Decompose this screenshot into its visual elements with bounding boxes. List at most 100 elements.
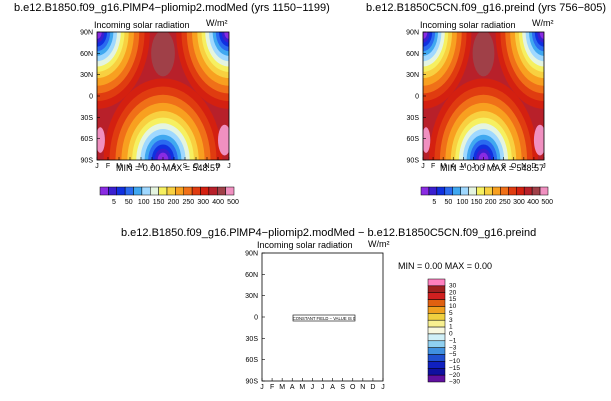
- panel2-field: [423, 32, 544, 160]
- panel2-xtick-label: F: [431, 163, 435, 170]
- panel3-colorbar-box: [427, 374, 446, 383]
- panel3-colorbar-box: [427, 319, 446, 328]
- panel2-ytick-label: 60N: [406, 51, 419, 58]
- panel3-colorbar-label: 1: [449, 324, 453, 331]
- panel3-colorbar-box: [427, 313, 446, 321]
- panel2-colorbar-box: [508, 186, 517, 196]
- panel3-xtick-label: J: [381, 384, 385, 391]
- panel3-annotation: CONSTANT FIELD − VALUE IS 0: [293, 316, 356, 321]
- panel2-xtick-label: S: [501, 163, 506, 170]
- panel1-colorbar-box: [133, 186, 143, 196]
- panel1-colorbar-box: [208, 186, 218, 196]
- panel2-colorbar-box: [539, 186, 549, 196]
- panel1-colorbar-box: [183, 186, 193, 196]
- panel1-xtick-label: O: [193, 163, 199, 170]
- panel2-ytick-label: 30N: [406, 72, 419, 79]
- panel3-colorbar-label: 3: [449, 317, 453, 324]
- panel1-ytick-label: 90S: [81, 158, 94, 165]
- panel3-colorbar-box: [427, 299, 446, 307]
- panel3-colorbar-label: 30: [449, 283, 457, 290]
- panel1-xtick-label: J: [227, 163, 231, 170]
- north-winter-start-band-12: [423, 32, 428, 39]
- panel3-colorbar-box: [427, 354, 446, 362]
- panel1-colorbar-label: 200: [168, 199, 180, 206]
- panel3-xtick-label: S: [340, 384, 345, 391]
- panel2-xtick-label: J: [542, 163, 546, 170]
- panel3-colorbar-box: [427, 368, 446, 376]
- panel3-xtick-label: A: [330, 384, 335, 391]
- panel3-xtick-label: M: [279, 384, 285, 391]
- panel3-colorbar-label: −3: [449, 344, 457, 351]
- north-summer-max: [472, 32, 495, 77]
- panel3-colorbar-box: [427, 326, 446, 335]
- panel1-colorbar-box: [166, 186, 176, 196]
- panel3-colorbar-label: −5: [449, 351, 457, 358]
- panel3-xtick-label: A: [290, 384, 295, 391]
- panel2-colorbar-label: 50: [445, 199, 453, 206]
- panel3-colorbar-box: [427, 361, 446, 369]
- panel1-colorbar-box: [175, 186, 184, 196]
- panel3-colorbar-label: 5: [449, 310, 453, 317]
- panel3-xtick-label: O: [350, 384, 356, 391]
- panel2-colorbar-box: [531, 186, 541, 196]
- panel3-subtitle: Incoming solar radiation: [257, 240, 353, 250]
- panel1-xtick-label: A: [128, 163, 133, 170]
- panel1-xtick-label: J: [95, 163, 99, 170]
- panel3-colorbar-label: −10: [449, 358, 460, 365]
- panel2-colorbar-box: [523, 186, 533, 196]
- panel2-colorbar-box: [420, 186, 430, 196]
- panel3-xtick-label: D: [370, 384, 375, 391]
- panel1-colorbar-box: [158, 186, 168, 196]
- panel3-stats: MIN = 0.00 MAX = 0.00: [398, 261, 493, 271]
- panel3-colorbar-box: [427, 347, 446, 355]
- panel3-ytick-label: 30N: [245, 293, 258, 300]
- panel3-xtick-label: F: [270, 384, 274, 391]
- panel2-colorbar-label: 200: [485, 199, 497, 206]
- panel3-colorbar-box: [427, 285, 446, 293]
- panel2-colorbar-box: [500, 186, 509, 196]
- panel3-colorbar-label: −30: [449, 379, 460, 386]
- panel2-subtitle: Incoming solar radiation: [420, 20, 516, 30]
- panel2-colorbar-box: [460, 186, 469, 196]
- panel2-ytick-label: 90N: [406, 30, 419, 37]
- panel2-stats: MIN = 0.00 MAX = 548.57: [440, 163, 545, 173]
- panel1-colorbar-label: 250: [183, 199, 195, 206]
- panel2-colorbar-box: [484, 186, 493, 196]
- panel3-colorbar-label: −1: [449, 337, 457, 344]
- panel1-xtick-label: J: [150, 163, 154, 170]
- panel2-xtick-label: J: [421, 163, 425, 170]
- panel3-ytick-label: 90N: [245, 251, 258, 258]
- panel3-colorbar-label: 0: [449, 331, 453, 338]
- panel1-colorbar-box: [200, 186, 210, 196]
- panel3-ytick-label: 60S: [246, 357, 259, 364]
- panel1-ytick-label: 30N: [80, 72, 93, 79]
- south-summer-max: [533, 124, 544, 156]
- panel2-colorbar-label: 250: [499, 199, 511, 206]
- panel3-units: W/m²: [368, 239, 390, 249]
- panel3-ytick-label: 90S: [246, 379, 259, 386]
- panel2-colorbar-box: [444, 186, 453, 196]
- panel2-ytick-label: 0: [415, 94, 419, 101]
- panel3-colorbar-box: [427, 340, 446, 348]
- panel2-colorbar-box: [436, 186, 446, 196]
- panel2-colorbar-label: 150: [471, 199, 483, 206]
- panel1-xtick-label: M: [138, 163, 144, 170]
- panel1-colorbar-label: 50: [125, 199, 133, 206]
- panel3-annotation-box: [292, 314, 356, 322]
- panel1-colorbar-label: 5: [112, 199, 116, 206]
- panel2-colorbar-label: 500: [541, 199, 553, 206]
- south-winter-band-12: [157, 152, 169, 160]
- panel3-colorbar-label: 15: [449, 296, 457, 303]
- panel1-colorbar-box: [116, 186, 126, 196]
- panel1-colorbar-box: [191, 186, 201, 196]
- panel1-colorbar-label: 400: [212, 199, 224, 206]
- panel2-xtick-label: J: [482, 163, 486, 170]
- panel3-colorbar-label: 10: [449, 303, 457, 310]
- panel1-colorbar-box: [99, 186, 109, 196]
- panel3-colorbar-label: −15: [449, 365, 460, 372]
- north-summer-max: [151, 32, 175, 77]
- south-summer-max: [218, 124, 229, 156]
- panel2-xtick-label: O: [511, 163, 517, 170]
- panel1-subtitle: Incoming solar radiation: [94, 20, 190, 30]
